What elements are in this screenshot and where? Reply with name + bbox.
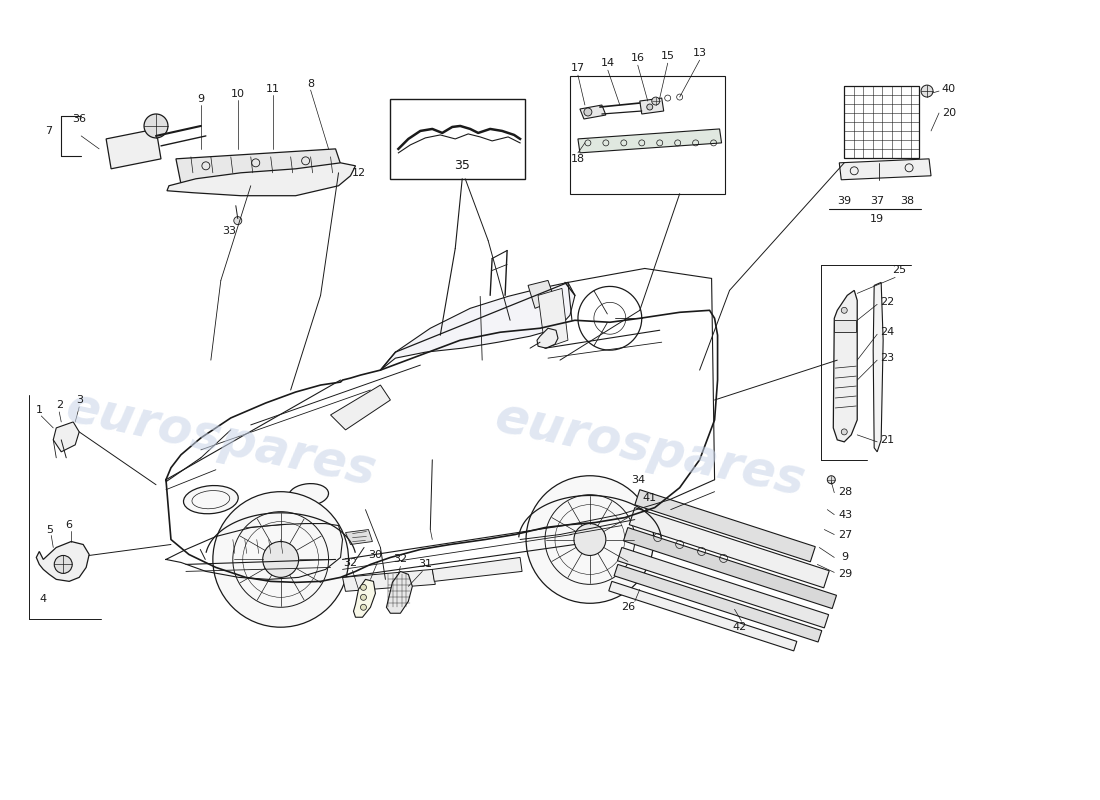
Bar xyxy=(570,76,725,194)
Text: 27: 27 xyxy=(838,530,853,539)
Polygon shape xyxy=(578,129,722,153)
Text: 29: 29 xyxy=(838,570,853,579)
Polygon shape xyxy=(386,571,412,614)
Text: 2: 2 xyxy=(56,400,63,410)
Polygon shape xyxy=(353,579,375,618)
Bar xyxy=(834,320,856,332)
Text: 7: 7 xyxy=(45,126,52,136)
Text: 10: 10 xyxy=(231,89,245,99)
Text: 19: 19 xyxy=(870,214,884,224)
Text: 3: 3 xyxy=(76,395,82,405)
Text: 39: 39 xyxy=(837,196,851,206)
Text: 9: 9 xyxy=(842,553,849,562)
Circle shape xyxy=(213,492,349,627)
Text: 13: 13 xyxy=(693,48,706,58)
Text: 14: 14 xyxy=(601,58,615,68)
Text: 4: 4 xyxy=(40,594,47,604)
Polygon shape xyxy=(839,159,931,180)
Polygon shape xyxy=(538,288,568,348)
Circle shape xyxy=(361,604,366,610)
Text: 11: 11 xyxy=(266,84,279,94)
Polygon shape xyxy=(617,547,828,628)
Text: 9: 9 xyxy=(197,94,205,104)
Polygon shape xyxy=(106,129,161,169)
Polygon shape xyxy=(231,534,298,554)
Text: eurospares: eurospares xyxy=(491,394,810,506)
Text: 42: 42 xyxy=(733,622,747,632)
Polygon shape xyxy=(381,282,575,370)
Text: 1: 1 xyxy=(36,405,43,415)
Ellipse shape xyxy=(184,486,239,514)
Polygon shape xyxy=(167,163,355,196)
Polygon shape xyxy=(834,290,857,442)
Polygon shape xyxy=(537,328,558,348)
Text: 34: 34 xyxy=(630,474,645,485)
Text: 43: 43 xyxy=(838,510,853,520)
Text: 38: 38 xyxy=(900,196,914,206)
Text: 15: 15 xyxy=(661,51,674,61)
Polygon shape xyxy=(53,422,79,452)
Text: 26: 26 xyxy=(620,602,635,612)
Text: 25: 25 xyxy=(892,266,906,275)
Text: 33: 33 xyxy=(222,226,235,235)
Circle shape xyxy=(827,476,835,484)
Polygon shape xyxy=(873,282,883,452)
Text: 36: 36 xyxy=(73,114,86,124)
Text: 8: 8 xyxy=(307,79,315,89)
Circle shape xyxy=(361,594,366,600)
Circle shape xyxy=(361,584,366,590)
Polygon shape xyxy=(614,565,822,642)
Text: 32: 32 xyxy=(394,554,407,565)
Circle shape xyxy=(584,108,592,116)
Text: 37: 37 xyxy=(870,196,884,206)
Polygon shape xyxy=(176,149,341,184)
Ellipse shape xyxy=(288,484,329,506)
Text: eurospares: eurospares xyxy=(62,383,381,496)
Circle shape xyxy=(54,555,73,574)
Polygon shape xyxy=(345,530,373,545)
Text: 5: 5 xyxy=(46,525,53,534)
Text: 17: 17 xyxy=(571,63,585,73)
Text: 23: 23 xyxy=(880,353,894,363)
Circle shape xyxy=(842,429,847,435)
Text: 20: 20 xyxy=(942,108,956,118)
Text: 30: 30 xyxy=(368,550,383,561)
Text: 31: 31 xyxy=(418,559,432,570)
Text: 40: 40 xyxy=(942,84,956,94)
Circle shape xyxy=(234,217,242,225)
Bar xyxy=(845,86,920,158)
Bar xyxy=(390,99,525,178)
Circle shape xyxy=(574,523,606,555)
Circle shape xyxy=(263,542,298,578)
Circle shape xyxy=(647,104,652,110)
Circle shape xyxy=(651,97,660,105)
Text: 16: 16 xyxy=(630,53,645,63)
Polygon shape xyxy=(432,558,522,582)
Text: 24: 24 xyxy=(880,327,894,338)
Polygon shape xyxy=(342,570,436,591)
Circle shape xyxy=(144,114,168,138)
Text: 41: 41 xyxy=(642,493,657,502)
Text: 35: 35 xyxy=(454,159,470,172)
Text: 28: 28 xyxy=(838,486,853,497)
Polygon shape xyxy=(640,98,663,114)
Polygon shape xyxy=(528,281,556,308)
Circle shape xyxy=(842,307,847,314)
Polygon shape xyxy=(36,542,89,582)
Polygon shape xyxy=(635,490,815,562)
Circle shape xyxy=(921,85,933,97)
Polygon shape xyxy=(629,508,829,588)
Polygon shape xyxy=(580,105,606,119)
Text: 12: 12 xyxy=(351,168,365,178)
Text: 22: 22 xyxy=(880,298,894,307)
Circle shape xyxy=(526,476,653,603)
Text: 18: 18 xyxy=(571,154,585,164)
Polygon shape xyxy=(624,527,836,609)
Polygon shape xyxy=(608,582,796,651)
Text: 21: 21 xyxy=(880,435,894,445)
Text: 32: 32 xyxy=(343,558,358,569)
Polygon shape xyxy=(331,385,390,430)
Text: 6: 6 xyxy=(66,519,73,530)
